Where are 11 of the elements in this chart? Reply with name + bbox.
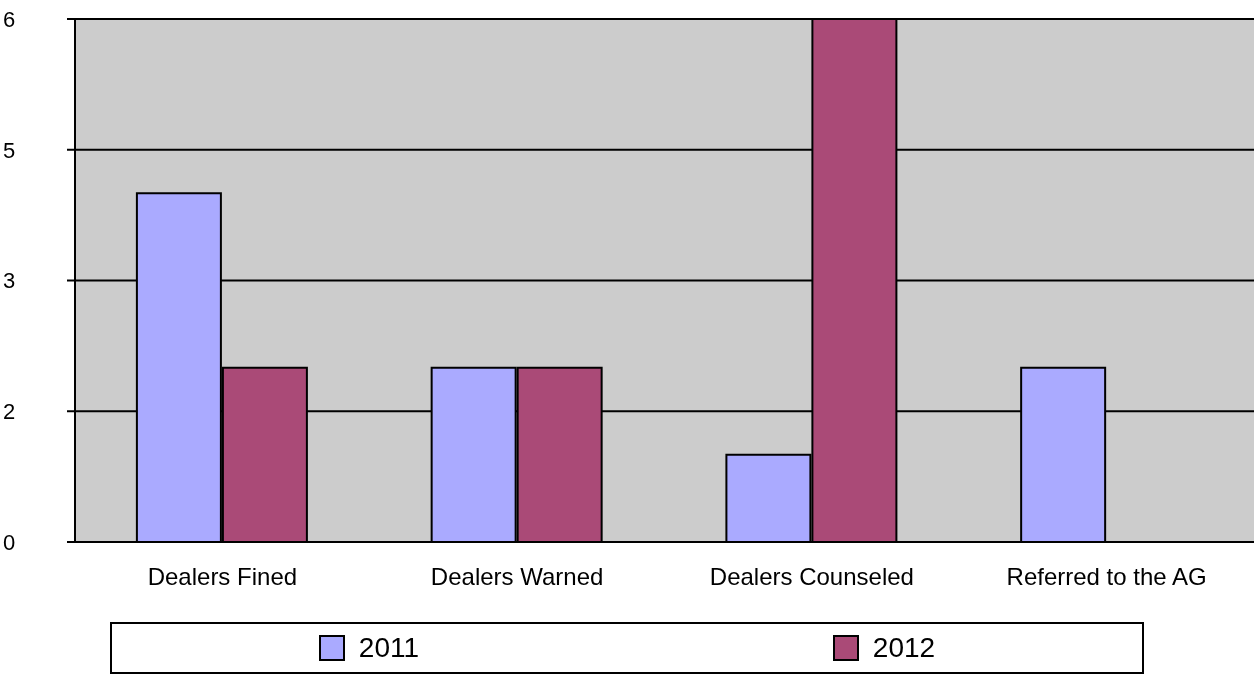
x-tick-label: Dealers Counseled (709, 563, 914, 591)
y-tick-label: 5 (3, 137, 16, 163)
x-tick-label: Dealers Fined (147, 563, 298, 591)
legend-label: 2012 (871, 632, 936, 664)
y-tick-label: 6 (3, 6, 16, 32)
y-tick-label: 0 (3, 529, 16, 555)
x-tick-label: Referred to the AG (1006, 563, 1207, 591)
x-tick-label: Dealers Warned (430, 563, 604, 591)
y-tick-label: 2 (3, 399, 16, 425)
y-tick-label: 3 (3, 268, 16, 294)
legend-label: 2011 (357, 632, 420, 664)
